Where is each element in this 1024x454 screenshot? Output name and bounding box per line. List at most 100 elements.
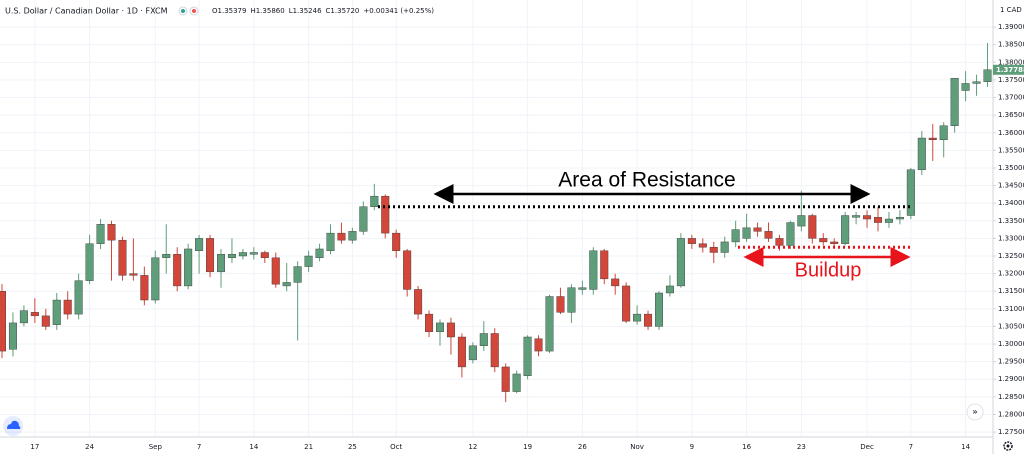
x-tick-label: 26 xyxy=(578,443,587,451)
candle-body xyxy=(326,232,335,251)
candle-body xyxy=(709,246,718,253)
ohlc-value: H1.35860 xyxy=(250,7,284,15)
y-tick-label: 1.35000 xyxy=(998,164,1024,172)
candle-body xyxy=(151,257,160,301)
settings-button[interactable] xyxy=(1003,441,1013,451)
candle-body xyxy=(315,248,324,258)
candle-body xyxy=(425,313,434,332)
candle-body xyxy=(85,243,94,281)
ohlc-value: O1.35379 xyxy=(212,7,246,15)
x-tick-label: 14 xyxy=(249,443,258,451)
candle-body xyxy=(644,313,653,327)
candle-body xyxy=(403,250,412,290)
y-tick-label: 1.28000 xyxy=(998,410,1024,418)
last-price-badge xyxy=(993,64,1024,75)
candle-body xyxy=(917,137,926,170)
candle-body xyxy=(359,206,368,232)
candle-body xyxy=(611,278,620,287)
candle-body xyxy=(52,299,61,325)
y-tick-label: 1.32500 xyxy=(998,252,1024,260)
candle-body xyxy=(972,81,981,84)
candle-body xyxy=(468,345,477,361)
candle-body xyxy=(983,69,992,82)
candle-body xyxy=(895,217,904,220)
y-tick-label: 1.29000 xyxy=(998,375,1024,383)
candle-body xyxy=(381,195,390,234)
x-tick-label: Nov xyxy=(630,443,644,451)
x-tick-label: 14 xyxy=(961,443,970,451)
ohlc-value: +0.00341 (+0.25%) xyxy=(363,7,434,15)
candle-body xyxy=(348,231,357,241)
candle-body xyxy=(370,195,379,207)
candle-body xyxy=(556,296,565,313)
candle-body xyxy=(731,229,740,243)
candle-body xyxy=(665,285,674,294)
candle-body xyxy=(238,252,247,257)
candle-body xyxy=(950,77,959,126)
resistance-label: Area of Resistance xyxy=(558,169,735,192)
candle-body xyxy=(30,312,39,317)
candle-body xyxy=(479,333,488,346)
x-tick-label: 24 xyxy=(85,443,94,451)
candle-body xyxy=(0,291,6,352)
candle-body xyxy=(622,285,631,322)
candle-body xyxy=(830,241,839,244)
y-tick-label: 1.34000 xyxy=(998,199,1024,207)
candle-body xyxy=(260,252,269,258)
x-tick-label: 17 xyxy=(30,443,39,451)
candle-body xyxy=(63,299,72,315)
indicator-dot-inner xyxy=(192,9,196,13)
candle-body xyxy=(173,254,182,287)
candle-body xyxy=(227,254,236,258)
ohlc-value: C1.35720 xyxy=(326,7,360,15)
candle-body xyxy=(797,215,806,227)
candle-body xyxy=(249,252,258,255)
y-tick-label: 1.31500 xyxy=(998,287,1024,295)
candle-body xyxy=(271,257,280,285)
candle-body xyxy=(841,215,850,244)
chart-title: U.S. Dollar / Canadian Dollar · 1D · FXC… xyxy=(5,7,168,16)
candles xyxy=(0,42,992,403)
x-tick-label: 21 xyxy=(304,443,313,451)
candle-body xyxy=(906,169,915,216)
candle-body xyxy=(446,322,455,338)
candle-body xyxy=(928,137,937,140)
candle-body xyxy=(282,282,291,287)
candle-body xyxy=(786,222,795,246)
x-tick-label: 23 xyxy=(797,443,806,451)
candle-body xyxy=(676,238,685,287)
candle-body xyxy=(808,215,817,239)
candle-body xyxy=(216,254,225,273)
candle-body xyxy=(436,322,445,332)
candle-body xyxy=(501,366,510,392)
y-tick-label: 1.33500 xyxy=(998,217,1024,225)
candle-body xyxy=(742,227,751,239)
candle-body xyxy=(775,238,784,246)
x-tick-label: 25 xyxy=(348,443,357,451)
y-tick-label: 1.37500 xyxy=(998,76,1024,84)
candle-body xyxy=(414,289,423,315)
logo-button[interactable] xyxy=(3,416,23,436)
candle-body xyxy=(939,125,948,140)
candle-body xyxy=(874,217,883,223)
candle-body xyxy=(74,280,83,315)
candle-body xyxy=(129,273,138,276)
y-tick-label: 1.37000 xyxy=(998,94,1024,102)
ohlc-value: L1.35246 xyxy=(289,7,322,15)
annotations: Area of Resistance Buildup xyxy=(378,169,911,281)
candle-body xyxy=(961,83,970,91)
y-tick-label: 1.36000 xyxy=(998,129,1024,137)
candle-body xyxy=(720,241,729,253)
currency-label: 1 CAD xyxy=(1000,6,1022,14)
candle-body xyxy=(184,248,193,287)
scroll-button[interactable]: » xyxy=(966,403,984,421)
y-tick-label: 1.31000 xyxy=(998,305,1024,313)
last-price-label: 1.37788 xyxy=(996,66,1024,74)
candle-body xyxy=(852,215,861,218)
candle-body xyxy=(162,254,171,258)
candle-body xyxy=(293,266,302,283)
y-tick-label: 1.28500 xyxy=(998,393,1024,401)
y-tick-label: 1.30000 xyxy=(998,340,1024,348)
candle-body xyxy=(140,275,149,301)
